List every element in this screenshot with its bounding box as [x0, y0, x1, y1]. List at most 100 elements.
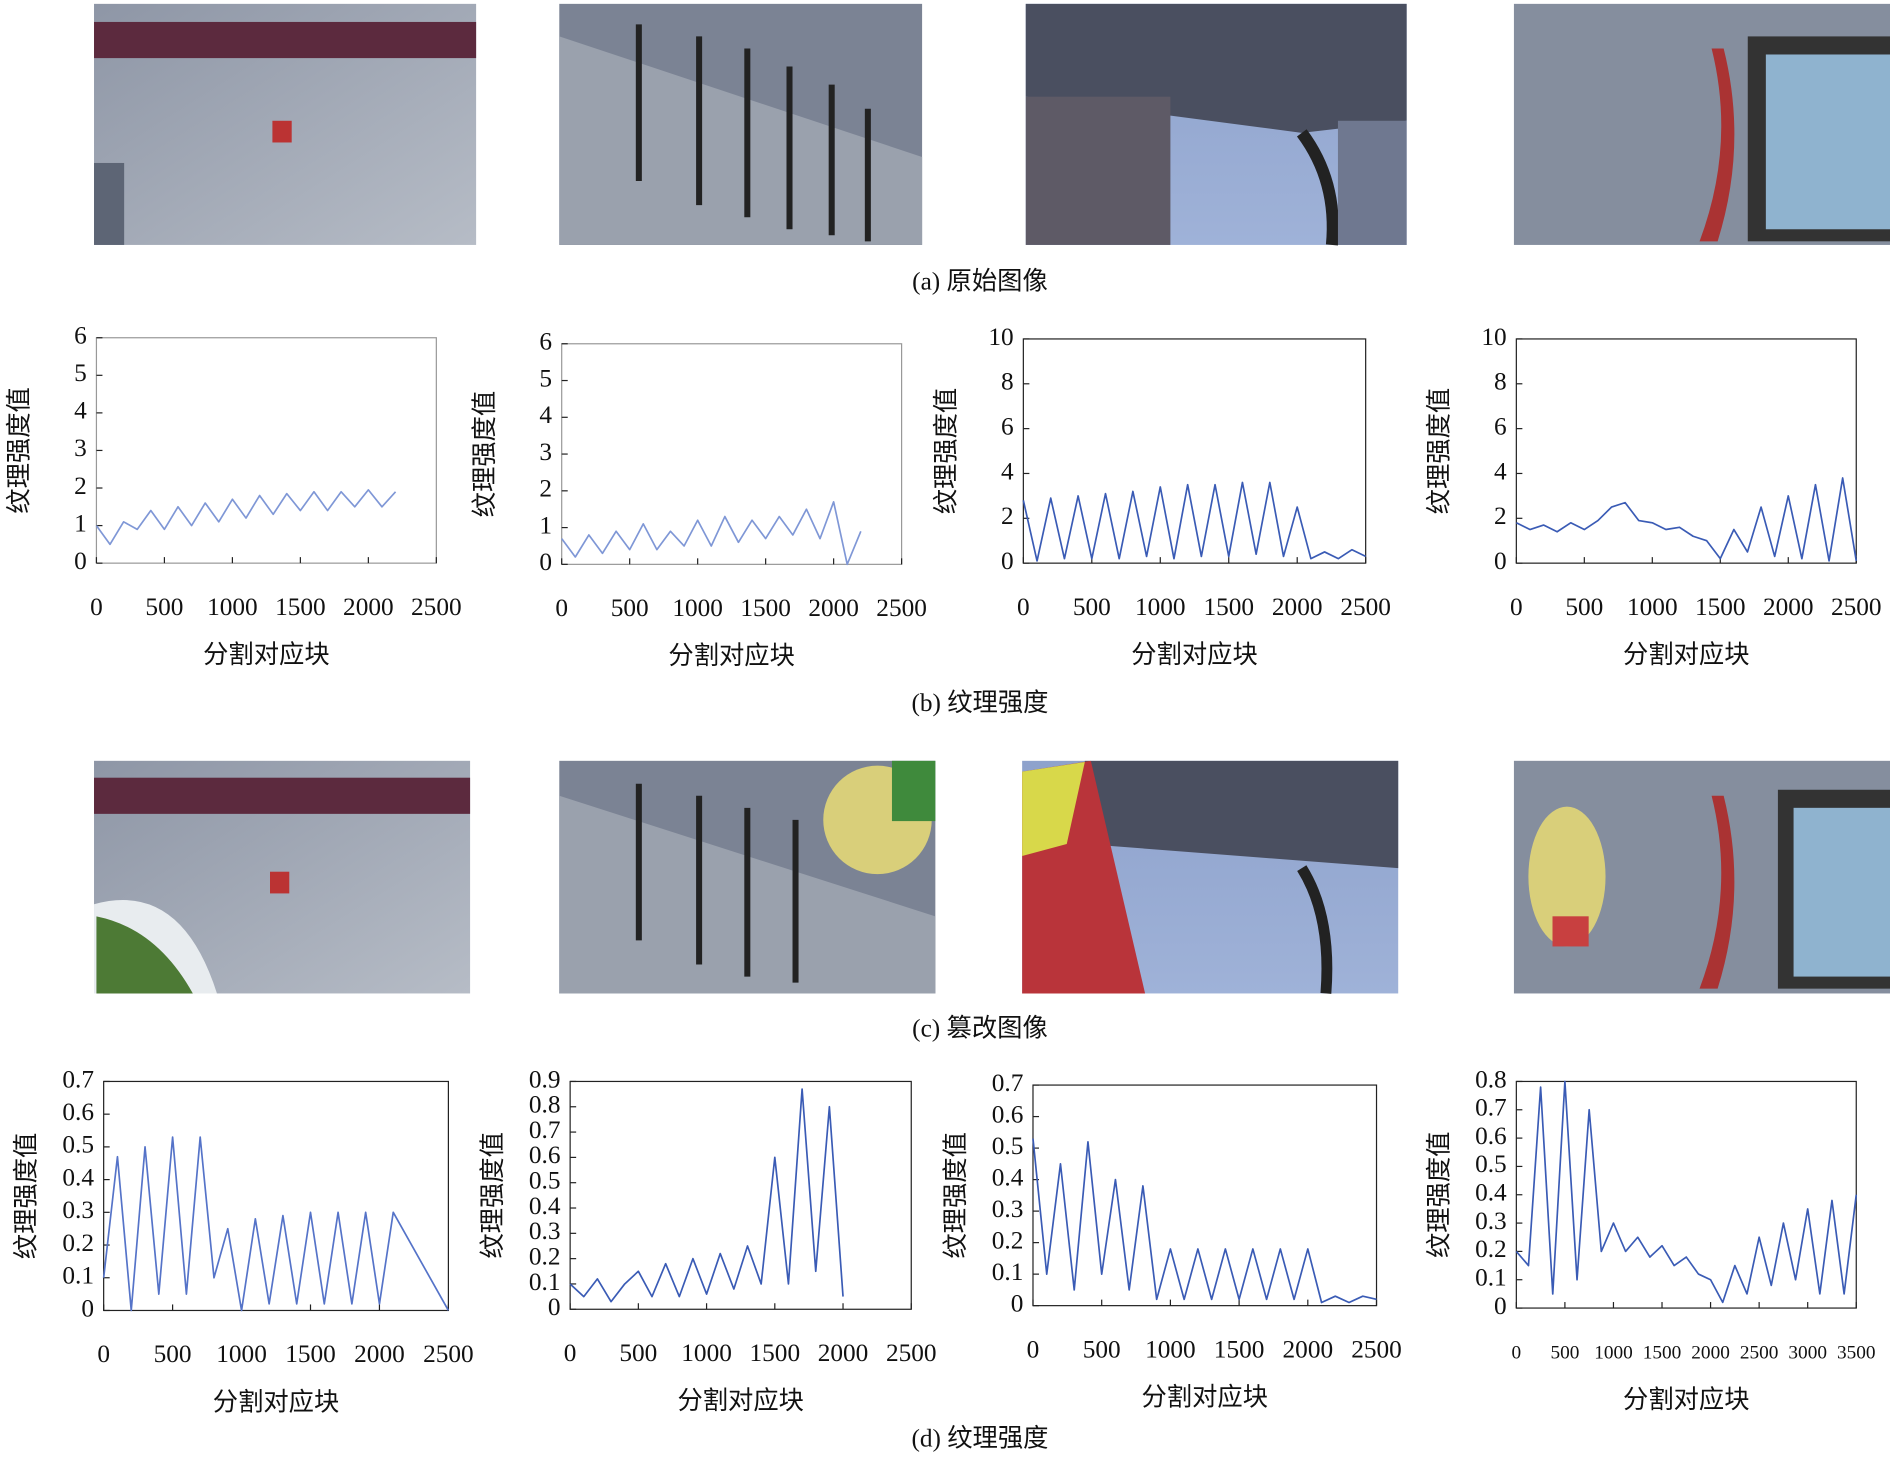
x-tick-label: 2500: [423, 1340, 474, 1368]
x-tick-label: 2000: [818, 1339, 869, 1367]
y-tick-label: 0: [1494, 1292, 1507, 1320]
y-tick-label: 0.4: [529, 1192, 561, 1220]
x-tick-label: 1500: [275, 593, 326, 621]
x-tick-label: 0: [1510, 593, 1523, 621]
data-line: [561, 501, 862, 566]
photo-a2: [559, 3, 923, 245]
y-tick-label: 0.1: [992, 1258, 1024, 1286]
x-tick-label: 2500: [1831, 593, 1882, 621]
x-tick-label: 1500: [740, 594, 791, 622]
data-line: [1515, 1080, 1858, 1304]
y-tick-label: 5: [74, 359, 87, 387]
y-tick-label: 0.1: [1475, 1264, 1507, 1292]
x-tick-label: 0: [1027, 1335, 1040, 1363]
y-tick-label: 5: [539, 364, 552, 392]
data-line: [95, 489, 397, 546]
y-tick-label: 4: [1001, 457, 1014, 485]
data-line: [1032, 1138, 1377, 1304]
y-tick-label: 10: [1481, 323, 1506, 351]
y-tick-label: 0: [74, 547, 87, 575]
y-tick-label: 0.5: [1475, 1150, 1507, 1178]
y-tick-label: 0.6: [529, 1141, 561, 1169]
x-tick-label: 500: [1083, 1335, 1121, 1363]
x-tick-label: 1500: [1643, 1342, 1682, 1363]
y-axis-label: 纹理强度值: [13, 1133, 41, 1260]
y-axis-label: 纹理强度值: [479, 1132, 507, 1259]
y-tick-label: 0.1: [62, 1262, 94, 1290]
plot-frame: [1032, 1084, 1378, 1307]
y-tick-label: 6: [539, 328, 552, 356]
y-tick-label: 0.5: [62, 1131, 94, 1159]
y-tick-label: 0.3: [1475, 1207, 1507, 1235]
photo-a1: [94, 3, 477, 245]
x-tick-label: 1000: [672, 594, 723, 622]
y-tick-label: 10: [988, 323, 1013, 351]
y-tick-label: 0.7: [992, 1069, 1024, 1097]
y-tick-label: 0.7: [1475, 1094, 1507, 1122]
x-tick-label: 2000: [343, 593, 394, 621]
x-tick-label: 0: [1512, 1342, 1522, 1363]
y-axis-label: 纹理强度值: [1425, 388, 1453, 514]
y-tick-label: 0.3: [529, 1217, 561, 1245]
y-axis-label: 纹理强度值: [471, 391, 499, 517]
plot-frame: [95, 337, 437, 564]
x-tick-label: 2000: [1763, 593, 1814, 621]
y-axis-label: 纹理强度值: [1425, 1132, 1453, 1259]
data-line: [1515, 477, 1858, 562]
x-tick-label: 2500: [411, 593, 462, 621]
y-tick-label: 0: [539, 548, 552, 576]
y-tick-label: 0.2: [529, 1242, 561, 1270]
caption: (d) 纹理强度: [911, 1424, 1048, 1452]
x-axis-label: 分割对应块: [668, 642, 795, 670]
x-tick-label: 2500: [1740, 1342, 1779, 1363]
caption: (c) 篡改图像: [912, 1015, 1048, 1043]
y-tick-label: 8: [1001, 368, 1014, 396]
x-tick-label: 0: [90, 593, 103, 621]
x-tick-label: 1500: [1695, 593, 1746, 621]
y-tick-label: 0: [1001, 547, 1014, 575]
y-tick-label: 6: [1001, 412, 1014, 440]
y-tick-label: 2: [1494, 502, 1507, 530]
plot-frame: [569, 1080, 912, 1310]
y-tick-label: 1: [74, 509, 87, 537]
x-tick-label: 500: [1073, 593, 1111, 621]
x-tick-label: 1000: [1594, 1342, 1633, 1363]
y-tick-label: 0.6: [62, 1098, 94, 1126]
x-axis-label: 分割对应块: [677, 1387, 804, 1415]
y-tick-label: 6: [74, 322, 87, 350]
y-tick-label: 0: [1494, 547, 1507, 575]
y-axis-label: 纹理强度值: [932, 388, 960, 514]
y-tick-label: 0.4: [992, 1163, 1024, 1191]
x-tick-label: 500: [154, 1340, 192, 1368]
x-tick-label: 500: [145, 593, 183, 621]
photo-a3: [1025, 3, 1407, 246]
y-tick-label: 0.4: [1475, 1179, 1507, 1207]
x-tick-label: 1000: [1145, 1335, 1196, 1363]
x-tick-label: 1500: [1203, 593, 1254, 621]
y-tick-label: 2: [539, 475, 552, 503]
x-tick-label: 2500: [1340, 593, 1391, 621]
x-tick-label: 3000: [1788, 1342, 1827, 1363]
y-tick-label: 6: [1494, 412, 1507, 440]
x-axis-label: 分割对应块: [1131, 641, 1258, 669]
x-tick-label: 500: [619, 1339, 657, 1367]
x-tick-label: 1000: [1135, 593, 1186, 621]
x-axis-label: 分割对应块: [1142, 1383, 1269, 1411]
y-tick-label: 4: [539, 401, 552, 429]
y-tick-label: 0.4: [62, 1163, 94, 1191]
y-tick-label: 0.1: [529, 1268, 561, 1296]
x-tick-label: 1000: [681, 1339, 732, 1367]
x-axis-label: 分割对应块: [1623, 641, 1750, 669]
data-line: [102, 1136, 450, 1312]
x-tick-label: 500: [1550, 1342, 1579, 1363]
y-axis-label: 纹理强度值: [6, 387, 34, 513]
y-tick-label: 3: [539, 438, 552, 466]
y-tick-label: 0.6: [992, 1100, 1024, 1128]
x-tick-label: 0: [564, 1339, 577, 1367]
y-tick-label: 0.2: [62, 1229, 94, 1257]
plot-frame: [1515, 338, 1857, 564]
x-tick-label: 0: [1017, 593, 1030, 621]
y-tick-label: 2: [74, 472, 87, 500]
photo-c1: [94, 760, 471, 994]
